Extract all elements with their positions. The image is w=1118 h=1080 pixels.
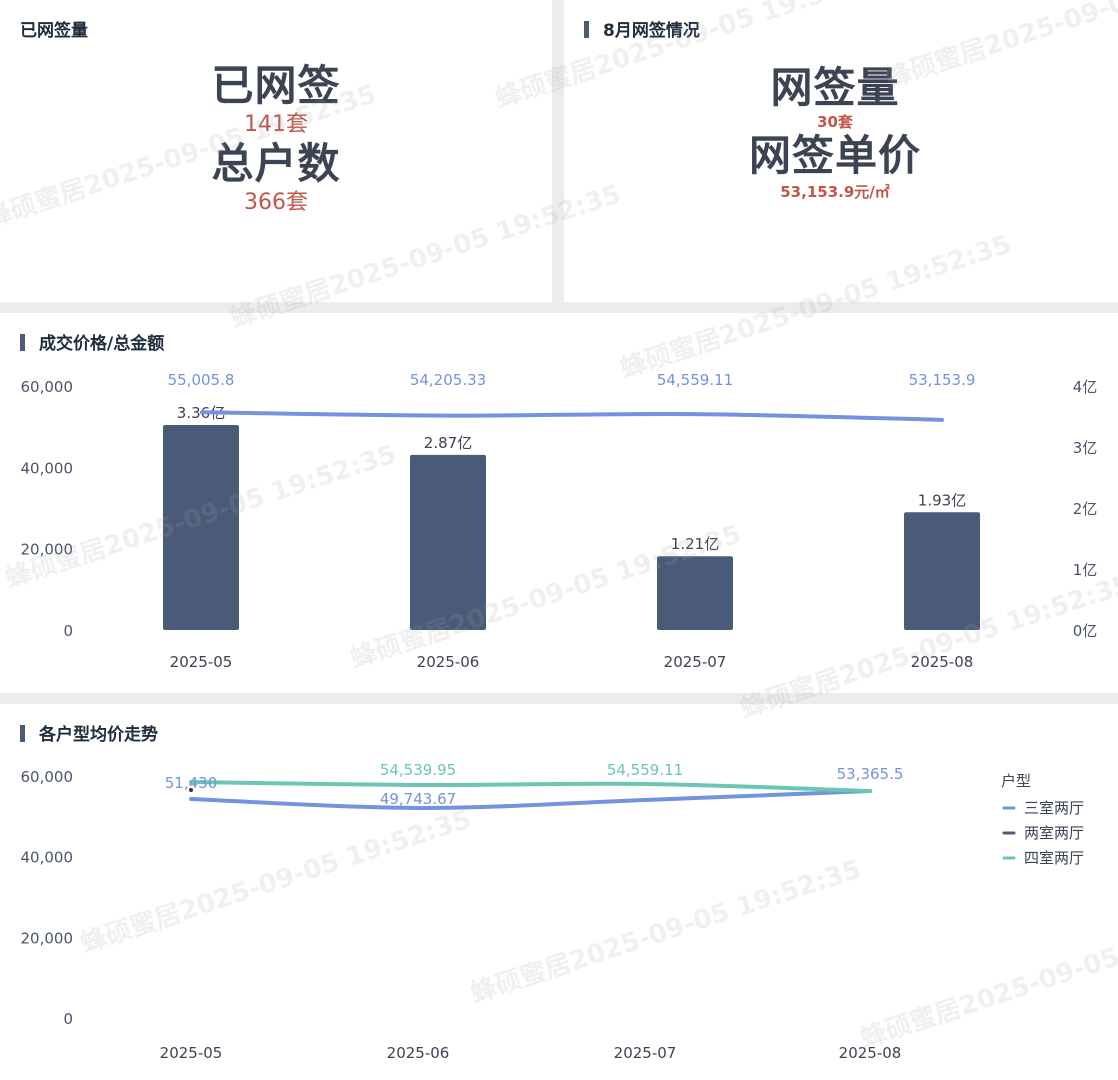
signed-stats: 已网签 141套 总户数 366套 bbox=[0, 62, 552, 218]
signed-card-title: 已网签量 bbox=[20, 21, 88, 41]
y-axis-tick-label: 20,000 bbox=[21, 929, 74, 947]
x-axis-tick-label: 2025-06 bbox=[417, 653, 480, 671]
legend-title: 户型 bbox=[1001, 772, 1031, 790]
price-line bbox=[200, 410, 944, 422]
bar bbox=[163, 425, 239, 630]
right-axis-tick-label: 2亿 bbox=[1073, 500, 1098, 518]
series-line-four-room bbox=[189, 780, 872, 793]
august-stats: 网签量 30套 网签单价 53,153.9元/㎡ bbox=[564, 64, 1112, 204]
left-axis-tick-label: 0 bbox=[63, 622, 73, 640]
bar-value-label: 1.93亿 bbox=[918, 491, 966, 509]
august-signed-value: 30套 bbox=[817, 113, 853, 131]
signed-value: 141套 bbox=[244, 112, 308, 137]
unit-type-trend-chart: 0 20,000 40,000 60,000 2025-05 2025-06 2025-07… bbox=[21, 761, 1085, 1062]
series-value-label: 51,430 bbox=[165, 774, 218, 792]
price-chart-card: 成交价格/总金额 0 20,000 40,000 60,000 0亿 1亿 2亿 3亿 4亿 3.… bbox=[0, 313, 1118, 693]
y-axis-tick-label: 60,000 bbox=[21, 768, 74, 786]
signed-label: 已网签 bbox=[211, 61, 341, 110]
trend-chart-card: 各户型均价走势 0 20,000 40,000 60,000 2025-05 2025-0… bbox=[0, 704, 1118, 1080]
legend-item-label: 两室两厅 bbox=[1024, 824, 1084, 842]
x-axis-tick-label: 2025-06 bbox=[387, 1044, 450, 1062]
price-line-value-label: 53,153.9 bbox=[909, 371, 976, 389]
legend-item-label: 三室两厅 bbox=[1024, 799, 1084, 817]
august-signed-label: 网签量 bbox=[770, 63, 900, 112]
x-axis-tick-label: 2025-08 bbox=[911, 653, 974, 671]
y-axis-tick-label: 40,000 bbox=[21, 849, 74, 867]
series-point-two-room bbox=[189, 788, 193, 792]
x-axis-tick-label: 2025-05 bbox=[160, 1044, 223, 1062]
price-line-value-label: 55,005.8 bbox=[168, 371, 235, 389]
bar-value-label: 2.87亿 bbox=[424, 434, 472, 452]
price-chart-title: 成交价格/总金额 bbox=[20, 329, 164, 354]
total-units-value: 366套 bbox=[244, 190, 308, 215]
total-units-label: 总户数 bbox=[211, 139, 341, 188]
y-axis-tick-label: 0 bbox=[63, 1010, 73, 1028]
x-axis-tick-label: 2025-07 bbox=[614, 1044, 677, 1062]
trend-chart-title: 各户型均价走势 bbox=[20, 720, 158, 745]
august-unit-price-value: 53,153.9元/㎡ bbox=[780, 183, 890, 201]
x-axis-tick-label: 2025-07 bbox=[664, 653, 727, 671]
left-axis-tick-label: 60,000 bbox=[21, 378, 74, 396]
august-card-title: 8月网签情况 bbox=[584, 16, 700, 41]
signed-card: 已网签量 已网签 141套 总户数 366套 bbox=[0, 0, 552, 302]
price-line-value-label: 54,559.11 bbox=[657, 371, 733, 389]
series-value-label: 54,559.11 bbox=[607, 761, 683, 779]
august-unit-price-label: 网签单价 bbox=[748, 131, 921, 180]
legend-item-label: 四室两厅 bbox=[1024, 849, 1084, 867]
bar bbox=[410, 454, 486, 630]
right-axis-tick-label: 1亿 bbox=[1073, 561, 1098, 579]
series-value-label: 49,743.67 bbox=[380, 790, 456, 808]
august-card: 8月网签情况 网签量 30套 网签单价 53,153.9元/㎡ bbox=[564, 0, 1118, 302]
bar-value-label: 1.21亿 bbox=[671, 535, 719, 553]
x-axis-tick-label: 2025-05 bbox=[170, 653, 233, 671]
left-axis-tick-label: 40,000 bbox=[21, 459, 74, 477]
series-value-label: 53,365.5 bbox=[837, 765, 904, 783]
right-axis-tick-label: 0亿 bbox=[1073, 622, 1098, 640]
price-line-value-label: 54,205.33 bbox=[410, 371, 486, 389]
bar bbox=[904, 512, 980, 630]
x-axis-tick-label: 2025-08 bbox=[839, 1044, 902, 1062]
price-amount-chart: 020,00040,00060,0000亿1亿2亿3亿4亿3.36亿2.87亿1… bbox=[21, 371, 1098, 671]
left-axis-tick-label: 20,000 bbox=[21, 541, 74, 559]
right-axis-tick-label: 3亿 bbox=[1073, 439, 1098, 457]
series-line-three-room bbox=[189, 789, 872, 811]
series-value-label: 54,539.95 bbox=[380, 761, 456, 779]
bar bbox=[657, 556, 733, 630]
right-axis-tick-label: 4亿 bbox=[1073, 378, 1098, 396]
